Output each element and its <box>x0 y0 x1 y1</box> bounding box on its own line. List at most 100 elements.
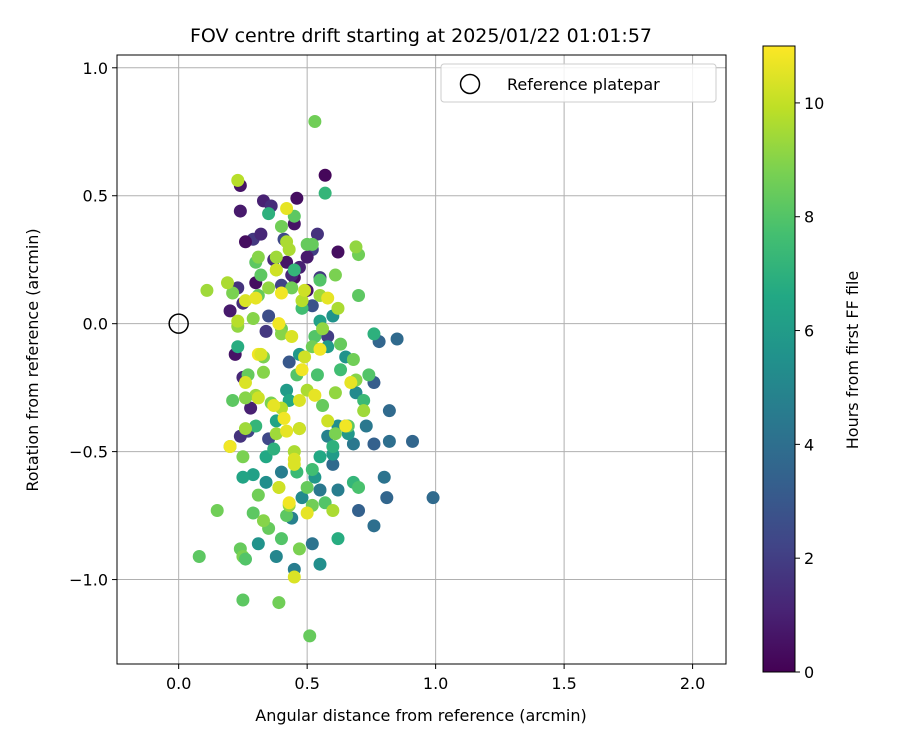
colorbar-tick-label: 10 <box>804 94 824 113</box>
data-point <box>267 442 281 456</box>
legend-marker-icon <box>459 73 481 95</box>
x-tick-label: 0.5 <box>294 674 319 693</box>
y-tick-label: 0.5 <box>83 187 108 206</box>
data-point <box>269 427 283 441</box>
data-point <box>269 550 283 564</box>
data-point <box>200 283 214 297</box>
colorbar-label: Hours from first FF file <box>843 271 862 450</box>
data-point <box>259 324 273 338</box>
data-point <box>313 450 327 464</box>
data-point <box>313 483 327 497</box>
data-point <box>310 368 324 382</box>
data-point <box>220 276 234 290</box>
data-point <box>269 263 283 277</box>
data-point <box>249 419 263 433</box>
colorbar: 0 2 4 6 8 10 Hours from first FF file <box>762 45 862 682</box>
data-point <box>298 350 312 364</box>
data-point <box>362 368 376 382</box>
data-point <box>326 503 340 517</box>
data-point <box>331 532 345 546</box>
data-point <box>246 468 260 482</box>
colorbar-ticks: 0 2 4 6 8 10 <box>795 94 824 682</box>
colorbar-tick-label: 8 <box>804 208 814 227</box>
chart-title: FOV centre drift starting at 2025/01/22 … <box>190 25 652 47</box>
data-point <box>349 240 363 254</box>
data-point <box>331 245 345 259</box>
data-point <box>390 332 404 346</box>
data-point <box>298 283 312 297</box>
data-point <box>331 483 345 497</box>
data-point <box>246 506 260 520</box>
data-point <box>251 537 265 551</box>
data-point <box>316 399 330 413</box>
x-tick-label: 1.0 <box>423 674 448 693</box>
x-axis-ticks: 0.0 0.5 1.0 1.5 2.0 <box>166 664 705 693</box>
data-point <box>295 363 309 377</box>
legend: Reference platepar <box>440 63 717 103</box>
data-point <box>344 376 358 390</box>
data-point <box>367 437 381 451</box>
data-point <box>316 322 330 336</box>
data-point <box>406 434 420 448</box>
data-point <box>274 327 288 341</box>
data-point <box>300 480 314 494</box>
data-point <box>223 304 237 318</box>
y-axis-ticks: −1.0 −0.5 0.0 0.5 1.0 <box>69 59 117 590</box>
data-point <box>331 301 345 315</box>
data-point <box>346 353 360 366</box>
data-point <box>426 491 440 505</box>
data-point <box>380 491 394 505</box>
data-point <box>249 291 263 305</box>
y-tick-label: 1.0 <box>83 59 108 78</box>
data-point <box>223 440 237 453</box>
plot-frame <box>116 54 727 665</box>
data-point <box>290 191 304 205</box>
data-point <box>367 327 381 341</box>
data-point <box>382 404 396 418</box>
data-point <box>352 289 366 303</box>
data-point <box>313 273 327 287</box>
data-point <box>226 393 240 407</box>
y-tick-label: −0.5 <box>69 443 108 462</box>
data-point <box>244 401 258 415</box>
reference-platepar-marker <box>168 313 189 334</box>
data-point <box>210 503 224 517</box>
data-point <box>328 386 342 400</box>
x-tick-label: 0.0 <box>166 674 191 693</box>
data-point <box>282 496 296 510</box>
data-point <box>328 268 342 282</box>
data-point <box>285 329 299 343</box>
data-point <box>280 509 294 523</box>
y-axis-label: Rotation from reference (arcmin) <box>23 228 42 491</box>
data-point <box>254 227 268 241</box>
data-point <box>274 219 288 233</box>
data-point <box>254 268 268 282</box>
data-point <box>334 363 348 377</box>
data-point <box>236 470 250 484</box>
data-point <box>334 337 348 351</box>
data-point <box>231 314 245 328</box>
data-point <box>318 168 332 182</box>
data-point <box>274 465 288 479</box>
data-point <box>280 424 294 438</box>
colorbar-tick-label: 4 <box>804 435 814 454</box>
data-point <box>233 204 247 218</box>
data-point <box>256 514 270 528</box>
data-point <box>280 202 294 216</box>
data-point <box>295 491 309 505</box>
data-point <box>262 281 276 295</box>
data-point <box>377 470 391 484</box>
data-point <box>251 391 265 405</box>
data-point <box>238 422 252 436</box>
data-point <box>310 227 324 241</box>
data-point <box>226 286 240 300</box>
data-point <box>305 299 319 313</box>
data-point <box>292 393 306 407</box>
data-point <box>326 440 340 453</box>
data-point <box>285 281 299 295</box>
x-tick-label: 1.5 <box>551 674 576 693</box>
data-point <box>272 317 286 331</box>
data-point <box>274 532 288 546</box>
data-point <box>308 115 322 129</box>
